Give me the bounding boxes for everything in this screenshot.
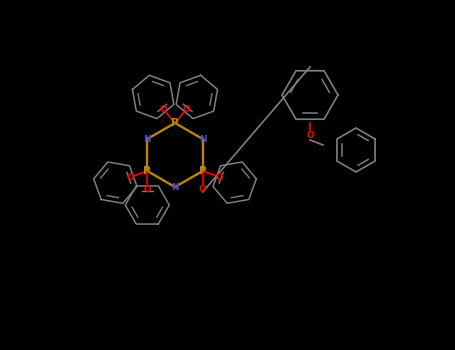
Text: O: O [160, 105, 167, 114]
Text: N: N [143, 134, 151, 144]
Text: N: N [199, 134, 207, 144]
Text: O: O [216, 173, 223, 182]
Text: O: O [306, 131, 314, 140]
Text: O: O [199, 184, 207, 194]
Text: P: P [143, 166, 151, 176]
Text: O: O [143, 184, 151, 194]
Text: P: P [199, 166, 207, 176]
Text: P: P [171, 118, 179, 128]
Text: O: O [126, 173, 134, 182]
Text: O: O [183, 105, 191, 114]
Text: N: N [171, 182, 179, 191]
